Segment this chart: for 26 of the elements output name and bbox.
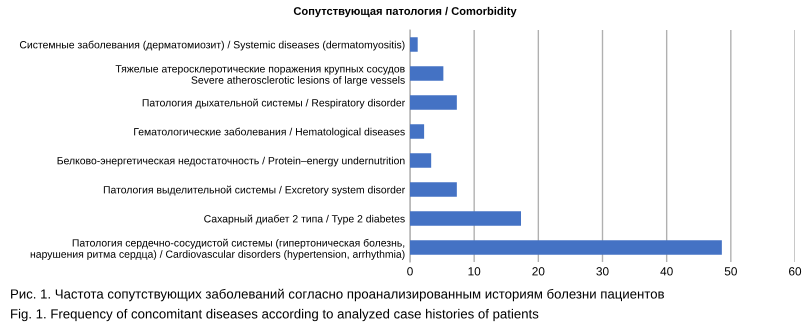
x-tick-label: 10 xyxy=(468,267,480,276)
chart-title: Сопутствующая патология / Comorbidity xyxy=(294,6,517,18)
x-tick-label: 60 xyxy=(789,267,802,276)
y-tick-label: Патология дыхательной системы / Respiratory disorder xyxy=(142,98,405,109)
y-tick-label: Системные заболевания (дерматомиозит) / Systemic diseases (dermatomyositis) xyxy=(20,40,405,50)
bar xyxy=(410,240,722,255)
bar xyxy=(410,211,522,226)
bar xyxy=(410,66,444,81)
y-tick-label: Тяжелые атеросклеротические поражения крупных сосудов Severe atherosclerotic lesions of large vessels xyxy=(116,65,405,86)
bar xyxy=(410,124,424,139)
text: Рис. 1. Частота сопутствующих заболеваний согласно проанализированным историям болезни пациентов xyxy=(11,288,664,302)
y-tick-label: Белково-энергетическая недостаточность / Protein–energy undernutrition xyxy=(58,156,404,166)
bar xyxy=(410,153,432,168)
x-tick-label: 40 xyxy=(660,267,673,276)
caption: Fig. 1. Frequency of concomitant diseases according to analyzed case histories of patients xyxy=(11,308,538,322)
x-tick-label: 30 xyxy=(596,267,609,276)
y-tick-label: Патология выделительной системы / Excretory system disorder xyxy=(104,186,405,196)
bar xyxy=(410,37,418,52)
y-tick-label: Гематологические заболевания / Hematological diseases xyxy=(134,128,405,138)
y-tick-label: Сахарный диабет 2 типа / Type 2 diabetes xyxy=(204,214,405,225)
x-tick-label: 50 xyxy=(724,267,737,276)
bar xyxy=(410,95,457,110)
bar xyxy=(410,182,457,197)
x-tick-label: 20 xyxy=(532,267,544,276)
y-tick-label: Патология сердечно-сосудистой системы (гипертоническая болезнь, нарушения ритма сердца) / Cardiovascular disorders (hypertension, arrhythmia) xyxy=(30,238,405,260)
x-tick-label: 0 xyxy=(407,267,413,276)
